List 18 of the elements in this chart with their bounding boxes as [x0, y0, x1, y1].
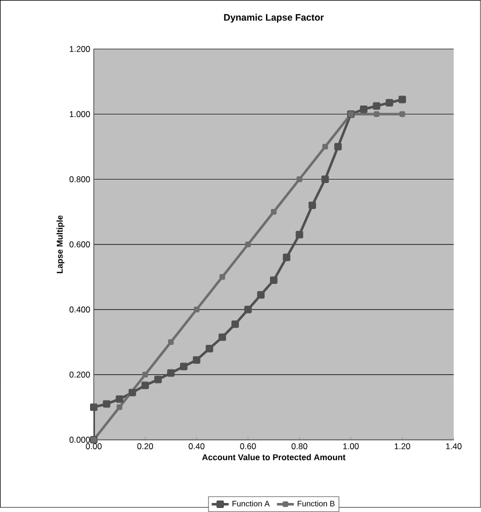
y-tick-label: 0.800: [70, 176, 90, 182]
x-tick-label: 1.00: [343, 443, 359, 450]
y-tick-label: 1.000: [70, 111, 90, 118]
x-tick-label: 0.80: [292, 443, 308, 450]
x-tick-label: 0.40: [188, 443, 205, 450]
y-axis-title: Lapse Multiple: [56, 215, 64, 274]
x-axis-title: Account Value to Protected Amount: [202, 454, 346, 460]
y-tick-label: 1.200: [70, 46, 90, 52]
chart-title: Dynamic Lapse Factor: [224, 14, 324, 23]
x-tick-label: 1.40: [446, 443, 462, 450]
x-tick-label: 0.00: [86, 443, 102, 450]
y-tick-label: 0.200: [70, 372, 90, 378]
x-tick-label: 0.20: [137, 443, 154, 450]
y-tick-label: 0.400: [70, 306, 90, 312]
x-tick-label: 1.20: [394, 443, 410, 450]
x-tick-label: 0.60: [240, 443, 256, 450]
y-tick-label: 0.000: [70, 436, 90, 443]
y-tick-label: 0.600: [70, 241, 90, 248]
